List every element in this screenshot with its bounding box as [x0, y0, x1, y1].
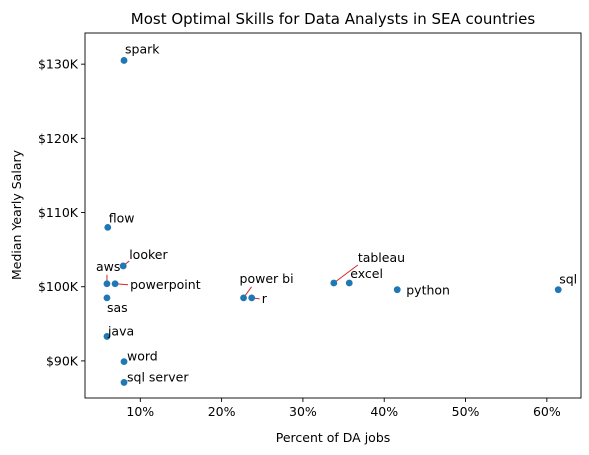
- point-label: r: [262, 291, 268, 306]
- chart-title: Most Optimal Skills for Data Analysts in…: [131, 10, 536, 28]
- point-label: looker: [129, 247, 168, 262]
- x-axis-label: Percent of DA jobs: [276, 430, 391, 445]
- point-label: excel: [350, 266, 383, 281]
- y-tick-label: $130K: [38, 57, 79, 72]
- point-label: sql server: [127, 369, 189, 384]
- scatter-point: [330, 279, 338, 287]
- plot-frame: [84, 32, 582, 399]
- scatter-point: [554, 286, 562, 294]
- scatter-point: [345, 279, 353, 287]
- x-tick-label: 30%: [289, 404, 317, 419]
- point-label: flow: [109, 210, 135, 225]
- scatter-point: [103, 333, 111, 340]
- point-label: java: [107, 323, 134, 338]
- y-tick-label: $100K: [38, 279, 79, 294]
- point-label: word: [127, 349, 158, 364]
- point-label: python: [406, 283, 450, 298]
- scatter-point: [104, 223, 112, 231]
- x-axis: 10% 20% 30% 40% 50% 60%: [126, 398, 561, 419]
- scatter-point: [120, 358, 128, 366]
- scatter-point: [103, 294, 111, 302]
- scatter-point: [120, 57, 128, 64]
- point-label: tableau: [358, 250, 405, 265]
- x-tick-label: 10%: [126, 404, 154, 419]
- point-label: sas: [107, 300, 128, 315]
- scatter-point: [103, 280, 111, 288]
- scatter-point: [240, 294, 247, 302]
- point-label: power bi: [240, 271, 294, 286]
- x-tick-label: 40%: [370, 404, 398, 419]
- x-tick-label: 60%: [533, 404, 561, 419]
- point-label: powerpoint: [130, 277, 201, 292]
- point-label: sql: [559, 272, 577, 287]
- point-label: spark: [125, 41, 160, 56]
- scatter-point: [248, 294, 256, 302]
- y-axis: $90K $100K $110K $120K $130K: [38, 57, 85, 368]
- scatter-point: [111, 280, 119, 288]
- scatter-point: [393, 286, 401, 294]
- y-tick-label: $90K: [46, 353, 79, 368]
- point-label: aws: [96, 259, 120, 274]
- scatter-point: [119, 262, 127, 270]
- y-tick-label: $120K: [38, 131, 79, 146]
- label-arrow: [333, 264, 359, 284]
- x-tick-label: 20%: [208, 404, 236, 419]
- y-tick-label: $110K: [38, 205, 79, 220]
- y-axis-label: Median Yearly Salary: [9, 149, 24, 280]
- x-tick-label: 50%: [452, 404, 480, 419]
- scatter-point: [120, 379, 128, 386]
